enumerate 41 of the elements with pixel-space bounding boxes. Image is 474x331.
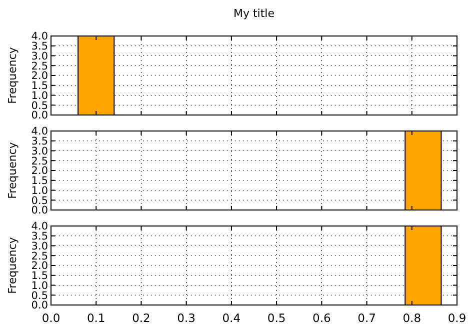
y-tick-label: 3.0 [31, 240, 48, 252]
x-tick-label: 0.5 [267, 311, 286, 325]
y-tick-label: 2.5 [31, 250, 48, 262]
x-tick-label: 0.9 [448, 311, 466, 325]
y-tick-label: 1.0 [31, 184, 48, 197]
x-tick-label: 0.2 [132, 311, 150, 325]
y-tick-label: 0.0 [31, 204, 48, 217]
y-tick-label: 1.0 [31, 280, 48, 292]
y-tick-label: 4.0 [31, 30, 48, 43]
x-tick-label: 0.0 [42, 311, 60, 325]
y-tick-label: 2.0 [31, 260, 48, 272]
y-tick-label: 2.5 [31, 60, 48, 72]
x-tick-label: 0.4 [222, 311, 241, 325]
chart-title: My title [233, 7, 275, 20]
y-tick-label: 4.0 [31, 126, 48, 138]
y-tick-label: 2.0 [31, 165, 48, 178]
y-tick-label: 4.0 [31, 220, 48, 233]
y-tick-label: 0.5 [31, 290, 48, 302]
x-tick-label: 0.8 [402, 311, 422, 325]
y-tick-label: 3.0 [31, 145, 48, 158]
y-tick-label: 1.0 [31, 90, 48, 102]
y-tick-label: 1.5 [31, 175, 48, 188]
y-tick-label: 1.5 [31, 80, 48, 92]
y-tick-label: 1.5 [31, 270, 48, 282]
x-tick-label: 0.1 [86, 311, 106, 325]
y-tick-label: 0.5 [31, 194, 48, 207]
x-tick-label: 0.7 [358, 311, 376, 325]
y-axis-title: Frequency [6, 236, 19, 294]
y-tick-label: 3.5 [31, 230, 48, 243]
y-tick-label: 2.0 [31, 70, 48, 82]
y-axis-title: Frequency [6, 46, 19, 104]
y-tick-label: 0.5 [31, 100, 48, 112]
y-tick-label: 3.0 [31, 50, 48, 62]
y-tick-label: 2.5 [31, 155, 48, 168]
y-tick-label: 3.5 [31, 136, 48, 148]
x-tick-label: 0.3 [177, 311, 196, 325]
x-tick-label: 0.6 [312, 311, 331, 325]
y-axis-title: Frequency [6, 142, 19, 199]
y-tick-label: 0.0 [31, 300, 48, 312]
y-tick-label: 0.0 [31, 110, 48, 122]
y-tick-label: 3.5 [31, 40, 48, 53]
